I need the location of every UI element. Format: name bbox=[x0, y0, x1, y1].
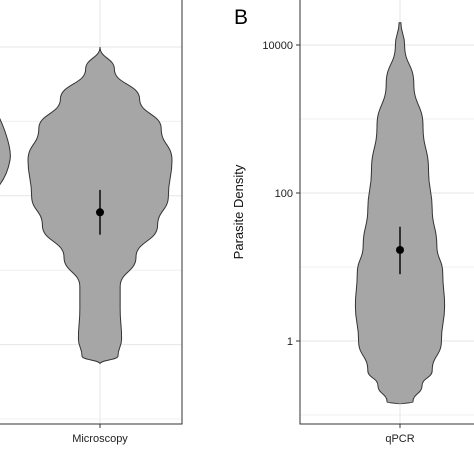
panel-b-y-ticks: 1 100 10000 bbox=[262, 40, 300, 348]
x-tick-label-microscopy: Microscopy bbox=[72, 433, 128, 445]
panel-b: B Parasite Density 1 100 10000 qPCR bbox=[231, 0, 474, 445]
panel-a-border bbox=[0, 0, 183, 425]
y-tick-label-2: 10000 bbox=[262, 40, 293, 52]
y-tick-label-1: 100 bbox=[275, 188, 293, 200]
x-tick-label-qpcr: qPCR bbox=[385, 433, 414, 445]
y-axis-title: Parasite Density bbox=[231, 164, 246, 259]
point-microscopy bbox=[96, 208, 104, 217]
panel-letter-b: B bbox=[234, 6, 248, 29]
violin-qpcr bbox=[354, 22, 446, 405]
point-qpcr bbox=[396, 245, 404, 254]
y-tick-label-0: 1 bbox=[287, 336, 293, 348]
violin-cropped-neighbour bbox=[0, 117, 11, 185]
panel-a: Microscopy bbox=[0, 0, 183, 445]
